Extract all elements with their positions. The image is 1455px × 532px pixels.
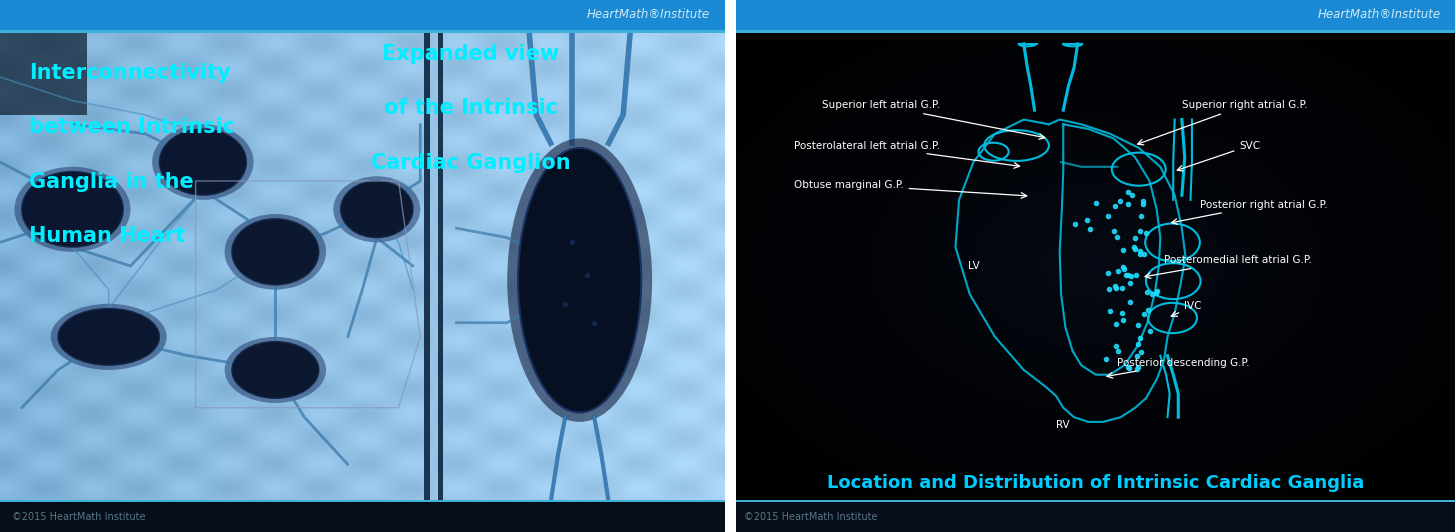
Bar — [0, 500, 725, 502]
Bar — [0, 0, 725, 30]
Text: Human Heart: Human Heart — [29, 226, 185, 246]
Text: Superior left atrial G.P.: Superior left atrial G.P. — [822, 101, 1045, 139]
Ellipse shape — [340, 181, 413, 238]
Text: of the Intrinsic: of the Intrinsic — [384, 98, 557, 118]
Ellipse shape — [15, 167, 131, 252]
Text: Posteromedial left atrial G.P.: Posteromedial left atrial G.P. — [1145, 255, 1312, 278]
Bar — [736, 0, 1455, 30]
Text: Posterior right atrial G.P.: Posterior right atrial G.P. — [1171, 200, 1327, 225]
Text: Location and Distribution of Intrinsic Cardiac Ganglia: Location and Distribution of Intrinsic C… — [826, 475, 1365, 492]
Text: Interconnectivity: Interconnectivity — [29, 63, 231, 83]
Ellipse shape — [333, 176, 420, 243]
Text: HeartMath®Institute: HeartMath®Institute — [586, 9, 710, 21]
Bar — [423, 30, 429, 502]
Text: AORTA: AORTA — [1055, 24, 1090, 35]
Text: Posterior descending G.P.: Posterior descending G.P. — [1107, 358, 1250, 378]
Bar — [0, 30, 725, 33]
Text: Superior right atrial G.P.: Superior right atrial G.P. — [1138, 101, 1308, 145]
Ellipse shape — [22, 171, 124, 247]
Ellipse shape — [160, 129, 246, 195]
Ellipse shape — [224, 214, 326, 289]
Text: Ganglia in the: Ganglia in the — [29, 171, 194, 192]
Bar — [736, 30, 1455, 33]
Text: Expanded view: Expanded view — [383, 44, 560, 64]
Text: IVC: IVC — [1171, 301, 1202, 317]
Ellipse shape — [518, 148, 642, 412]
Bar — [725, 0, 736, 532]
Text: between Intrinsic: between Intrinsic — [29, 117, 236, 137]
Text: Obtuse marginal G.P.: Obtuse marginal G.P. — [794, 180, 1027, 198]
Text: PA: PA — [1017, 24, 1030, 35]
Bar — [438, 30, 442, 502]
Bar — [736, 500, 1455, 502]
Bar — [736, 502, 1455, 532]
Text: HeartMath®Institute: HeartMath®Institute — [1317, 9, 1440, 21]
Ellipse shape — [58, 309, 160, 365]
Ellipse shape — [508, 138, 652, 422]
Text: Cardiac Ganglion: Cardiac Ganglion — [371, 153, 570, 172]
Text: Posterolateral left atrial G.P.: Posterolateral left atrial G.P. — [794, 140, 1020, 168]
Bar — [0, 30, 87, 115]
Text: RV: RV — [1056, 420, 1069, 429]
Ellipse shape — [231, 219, 319, 285]
Text: ©2015 HeartMath Institute: ©2015 HeartMath Institute — [744, 512, 877, 522]
Ellipse shape — [153, 124, 253, 200]
Text: SVC: SVC — [1177, 140, 1260, 171]
Ellipse shape — [224, 337, 326, 403]
Ellipse shape — [231, 342, 319, 398]
Ellipse shape — [51, 304, 167, 370]
Text: LV: LV — [968, 261, 979, 271]
Text: ©2015 HeartMath Institute: ©2015 HeartMath Institute — [12, 512, 146, 522]
Bar — [0, 502, 725, 532]
